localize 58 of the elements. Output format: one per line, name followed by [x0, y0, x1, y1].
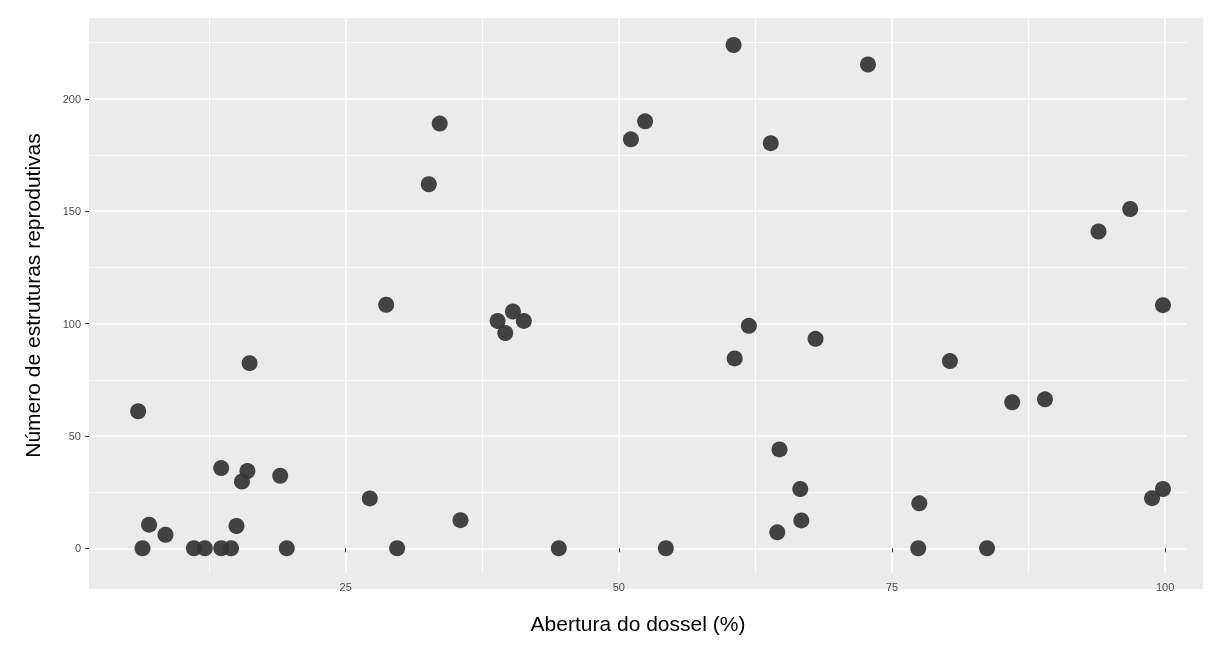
point [489, 312, 506, 329]
x-tick-label: 25 [339, 580, 352, 593]
point [769, 524, 786, 541]
point [278, 540, 295, 557]
point [1122, 201, 1139, 217]
point [497, 325, 514, 342]
point [134, 540, 151, 557]
point [420, 176, 437, 193]
y-tick-label: 0 [74, 542, 81, 555]
y-axis-title: Número de estruturas reprodutivas [21, 133, 44, 458]
point [378, 296, 395, 313]
point [740, 317, 757, 334]
point [1036, 391, 1053, 408]
point [910, 540, 927, 557]
point [389, 540, 406, 557]
x-axis-title: Abertura do dossel (%) [530, 612, 746, 635]
point [361, 490, 378, 507]
x-tick-label: 75 [885, 580, 899, 593]
point [504, 303, 521, 320]
point [911, 495, 928, 512]
point [622, 131, 639, 148]
point [213, 460, 230, 477]
x-tick-label: 50 [612, 580, 626, 593]
point [515, 312, 532, 329]
point [725, 36, 742, 53]
point [1154, 480, 1171, 497]
point [223, 540, 240, 557]
point [979, 540, 996, 557]
point [1090, 223, 1107, 240]
point [637, 113, 654, 130]
point [726, 350, 743, 367]
point [1154, 297, 1171, 314]
point [196, 540, 213, 557]
point [762, 135, 779, 152]
y-tick-label: 100 [62, 317, 81, 330]
point [431, 115, 448, 132]
point [941, 353, 958, 370]
point [1144, 490, 1161, 507]
x-tick-label: 100 [1155, 580, 1175, 593]
point [157, 526, 174, 543]
point [550, 540, 567, 557]
point [233, 473, 250, 490]
y-tick-label: 200 [62, 92, 81, 105]
point [807, 330, 824, 347]
point [860, 56, 876, 73]
point [792, 480, 809, 497]
point [657, 540, 674, 557]
point [771, 441, 788, 458]
y-tick-label: 150 [62, 205, 81, 218]
point [130, 403, 147, 420]
point [228, 518, 245, 535]
point [1004, 394, 1021, 411]
point [241, 355, 258, 372]
point [793, 512, 810, 529]
point [452, 512, 469, 529]
point [272, 467, 289, 484]
point [141, 516, 158, 533]
y-tick-label: 50 [68, 429, 81, 442]
